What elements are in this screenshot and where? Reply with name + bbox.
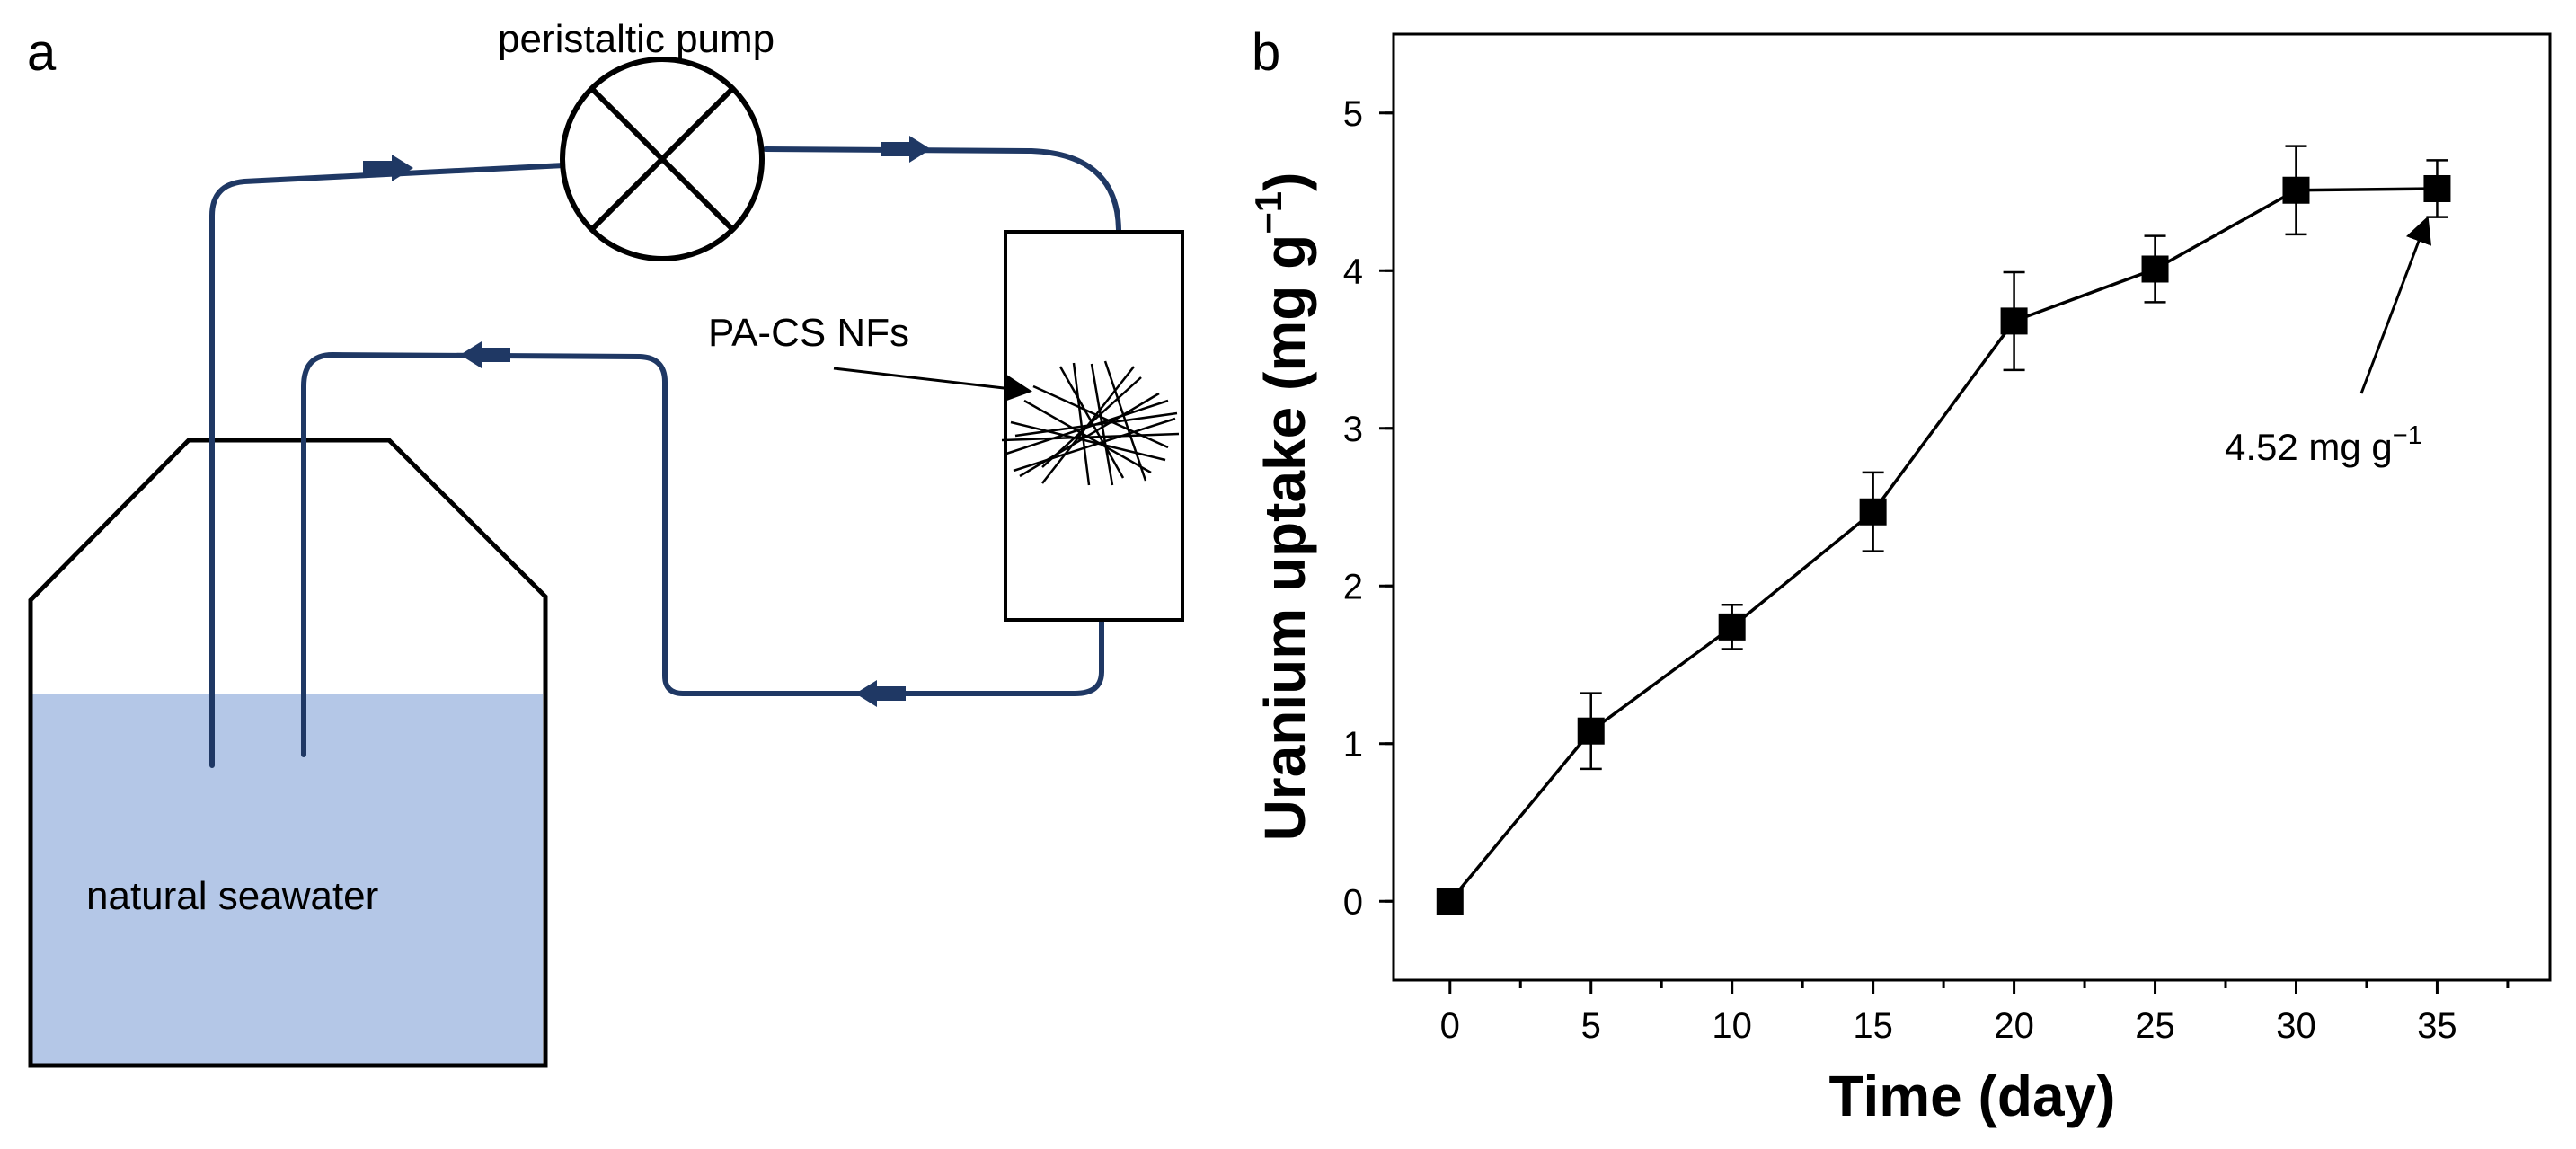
data-point xyxy=(2000,307,2028,335)
column-return-tube xyxy=(301,352,1104,757)
x-tick-label: 10 xyxy=(1712,1006,1752,1046)
x-tick-label: 20 xyxy=(1994,1006,2034,1046)
flow-arrow-icon xyxy=(855,680,906,707)
seawater-tank xyxy=(28,438,548,1068)
panel-b-label: b xyxy=(1252,23,1280,82)
x-tick-label: 35 xyxy=(2417,1006,2457,1046)
y-tick-label: 2 xyxy=(1343,567,1363,606)
seawater-fill xyxy=(32,694,543,1064)
annotation-superscript: −1 xyxy=(2393,421,2422,450)
inlet-tube xyxy=(209,163,567,768)
fiber-label: PA-CS NFs xyxy=(708,311,909,355)
y-axis-title: Uranium uptake (mg g−1) xyxy=(1247,172,1317,842)
annotation-label: 4.52 mg g−1 xyxy=(2225,421,2422,468)
data-point xyxy=(2423,174,2451,202)
pump-label: peristaltic pump xyxy=(498,17,775,61)
annotation-value: 4.52 mg g xyxy=(2225,426,2393,468)
data-point xyxy=(1859,498,1887,526)
flow-arrows xyxy=(363,136,931,707)
y-axis: 0 1 2 3 4 5 xyxy=(1343,94,1394,922)
x-tick-label: 5 xyxy=(1581,1006,1601,1046)
x-tick-label: 15 xyxy=(1853,1006,1893,1046)
y-axis-title-main: Uranium uptake (mg g xyxy=(1253,234,1317,842)
y-tick-label: 5 xyxy=(1343,94,1363,134)
y-tick-label: 0 xyxy=(1343,882,1363,922)
panel-a-label: a xyxy=(27,23,57,82)
nanofiber-bundle-icon xyxy=(1001,360,1180,486)
flow-arrow-icon xyxy=(460,341,510,368)
panel-a: a natural seawater peristaltic pump xyxy=(27,17,1184,1068)
x-axis: 0 5 10 15 20 25 30 35 xyxy=(1440,980,2510,1046)
data-point xyxy=(1577,717,1605,745)
data-markers xyxy=(1436,174,2451,915)
pump-to-column-tube xyxy=(763,146,1121,234)
annotation-arrow xyxy=(2359,216,2432,394)
seawater-label: natural seawater xyxy=(86,874,378,918)
y-tick-label: 3 xyxy=(1343,410,1363,449)
data-point xyxy=(2282,176,2310,204)
tubing xyxy=(209,146,1121,768)
data-point xyxy=(1718,613,1746,641)
y-tick-label: 4 xyxy=(1343,252,1363,291)
y-tick-label: 1 xyxy=(1343,725,1363,765)
flow-arrow-icon xyxy=(363,155,413,181)
x-tick-label: 25 xyxy=(2135,1006,2175,1046)
fiber-pointer xyxy=(833,367,1032,402)
y-axis-title-end: ) xyxy=(1253,172,1317,191)
flow-arrow-icon xyxy=(881,136,931,163)
plot-frame xyxy=(1392,32,2552,982)
x-tick-label: 30 xyxy=(2276,1006,2316,1046)
data-point xyxy=(2141,255,2169,283)
y-axis-title-superscript: −1 xyxy=(1247,191,1289,234)
x-tick-label: 0 xyxy=(1440,1006,1460,1046)
data-point xyxy=(1436,888,1464,915)
x-axis-title: Time (day) xyxy=(1829,1064,2116,1128)
peristaltic-pump-icon xyxy=(560,57,765,261)
series-line xyxy=(1448,187,2438,903)
